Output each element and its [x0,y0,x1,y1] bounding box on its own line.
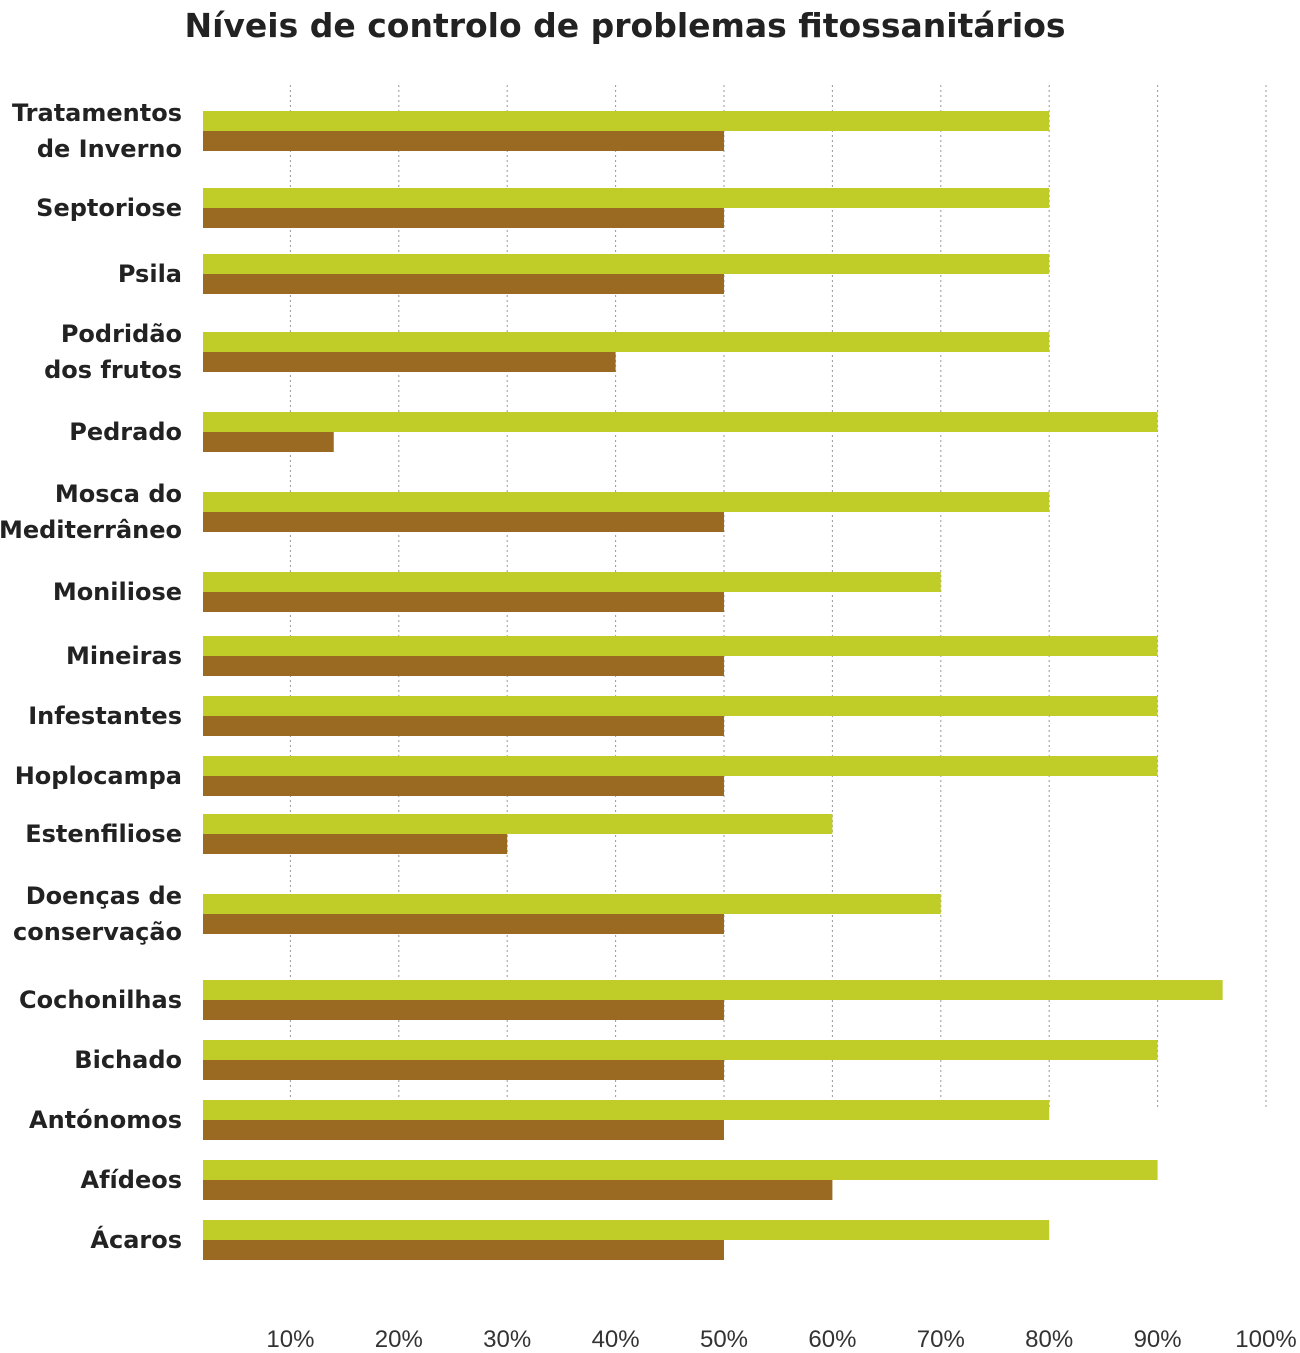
x-tick-label: 90% [1134,1326,1182,1353]
chart-title: Níveis de controlo de problemas fitossan… [184,6,1066,45]
bar-series-1 [203,1160,1158,1180]
category-label: Hoplocampa [15,762,182,790]
category-label: Pedrado [69,418,182,446]
bar-series-1 [203,1220,1050,1240]
category-label: Ácaros [90,1225,182,1254]
category-label: Doenças de conservação [13,882,182,946]
category-label: Moniliose [53,578,182,606]
category-label: Afídeos [81,1166,182,1194]
bar-series-1 [203,696,1158,716]
bar-series-1 [203,492,1050,512]
bar-series-2 [203,592,724,612]
bar-series-2 [203,352,616,372]
bar-series-1 [203,756,1158,776]
category-label: Estenfiliose [25,820,182,848]
x-tick-label: 30% [483,1326,531,1353]
x-tick-label: 40% [592,1326,640,1353]
category-label: Mosca do Mediterrâneo [0,480,182,544]
bar-series-1 [203,814,833,834]
category-labels: Tratamentos de Inverno Septoriose Psila Podr… [0,99,182,1254]
x-tick-label: 70% [917,1326,965,1353]
bar-series-1 [203,980,1223,1000]
bar-series-1 [203,412,1158,432]
category-label: Tratamentos de Inverno [12,99,182,163]
bar-series-2 [203,834,508,854]
bar-series-2 [203,1000,724,1020]
category-label: Septoriose [36,194,182,222]
bar-series-2 [203,776,724,796]
bar-series-1 [203,111,1050,131]
x-tick-labels: 10% 20% 30% 40% 50% 60% 70% 80% 90% 100% [266,1326,1296,1353]
bar-series-2 [203,1180,833,1200]
bar-series-2 [203,1060,724,1080]
bar-series-2 [203,432,334,452]
category-label: Antónomos [29,1106,182,1134]
x-tick-label: 50% [700,1326,748,1353]
bar-series-2 [203,914,724,934]
category-label: Infestantes [28,702,182,730]
x-tick-label: 20% [375,1326,423,1353]
bar-series-1 [203,572,941,592]
x-tick-label: 10% [266,1326,314,1353]
bar-series-1 [203,254,1050,274]
bars [203,111,1223,1260]
category-label: Cochonilhas [19,986,182,1014]
x-tick-label: 100% [1235,1326,1296,1353]
category-label: Psila [118,260,182,288]
x-tick-label: 60% [808,1326,856,1353]
category-label: Mineiras [66,642,182,670]
bar-series-2 [203,274,724,294]
bar-series-1 [203,1100,1050,1120]
category-label: Bichado [74,1046,182,1074]
category-label: Podridão dos frutos [44,320,182,384]
bar-series-2 [203,1240,724,1260]
x-tick-label: 80% [1025,1326,1073,1353]
bar-series-2 [203,208,724,228]
bar-series-2 [203,656,724,676]
bar-series-1 [203,188,1050,208]
bar-series-1 [203,636,1158,656]
bar-series-2 [203,131,724,151]
bar-series-2 [203,512,724,532]
bar-series-1 [203,1040,1158,1060]
bar-series-1 [203,332,1050,352]
bar-series-2 [203,1120,724,1140]
bar-series-1 [203,894,941,914]
bar-series-2 [203,716,724,736]
